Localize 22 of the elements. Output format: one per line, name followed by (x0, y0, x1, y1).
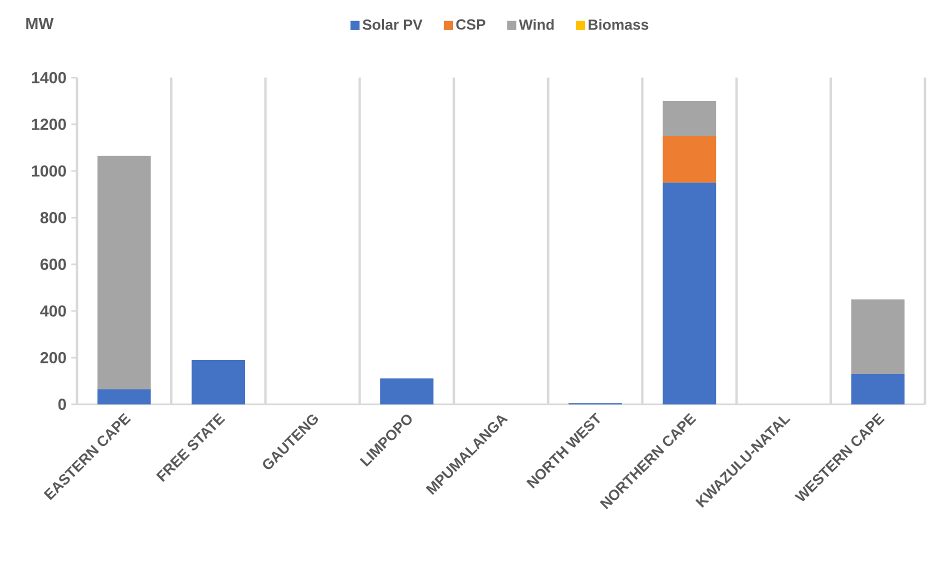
legend-label: Solar PV (362, 19, 422, 30)
y-tick-label: 800 (40, 212, 66, 224)
y-tick-label: 1000 (32, 165, 66, 177)
bar (851, 299, 905, 374)
bar (380, 378, 434, 404)
y-axis-title: MW (26, 18, 54, 29)
y-tick-label: 200 (40, 352, 66, 364)
legend-label: CSP (456, 19, 486, 30)
y-tick-label: 600 (40, 258, 66, 270)
bar (851, 374, 905, 404)
bar (662, 136, 716, 183)
legend-label: Biomass (588, 19, 648, 30)
bar (192, 360, 246, 404)
y-tick-label: 1200 (32, 118, 66, 130)
y-tick-label: 1400 (32, 72, 66, 84)
bar (662, 182, 716, 404)
bar (97, 389, 151, 404)
bar (662, 100, 716, 136)
bar (97, 156, 151, 390)
y-tick-label: 400 (40, 305, 66, 317)
legend-label: Wind (518, 19, 554, 30)
y-tick-label: 0 (58, 398, 66, 410)
